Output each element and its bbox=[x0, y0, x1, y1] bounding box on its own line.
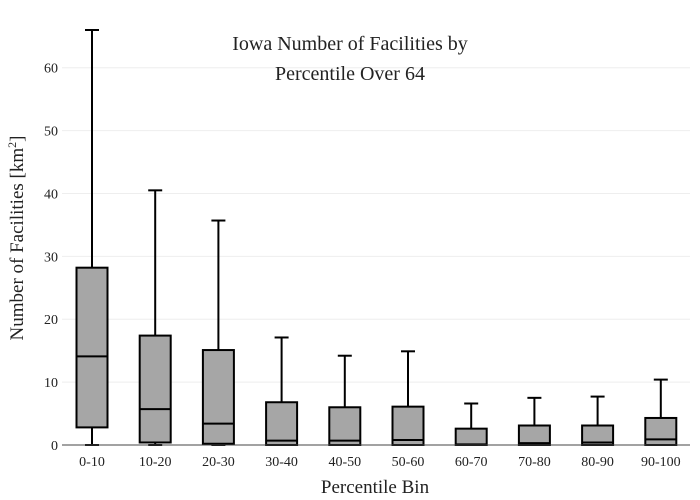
y-tick-label: 60 bbox=[44, 62, 58, 77]
box-60-70 bbox=[454, 402, 488, 447]
y-tick-label: 10 bbox=[44, 376, 58, 391]
y-tick-label: 40 bbox=[44, 187, 58, 202]
x-tick-label: 90-100 bbox=[641, 455, 681, 470]
box-10-20 bbox=[138, 189, 172, 446]
y-tick-label: 50 bbox=[44, 125, 58, 140]
y-axis-title-end: ] bbox=[7, 136, 28, 142]
y-axis-title-main: Number of Facilities [km bbox=[7, 148, 28, 341]
y-tick-label: 30 bbox=[44, 250, 58, 265]
iqr-box bbox=[328, 406, 362, 447]
x-tick-label: 60-70 bbox=[455, 455, 488, 470]
y-axis-ticks: 0 10 20 30 40 50 60 bbox=[44, 62, 58, 454]
box-20-30 bbox=[201, 219, 235, 446]
box-80-90 bbox=[581, 395, 615, 446]
x-tick-label: 30-40 bbox=[265, 455, 298, 470]
x-tick-label: 70-80 bbox=[518, 455, 551, 470]
iqr-box bbox=[138, 334, 172, 444]
iqr-box bbox=[75, 266, 109, 429]
y-axis-title-superscript: 2 bbox=[5, 142, 19, 148]
box-0-10 bbox=[75, 29, 109, 446]
x-tick-label: 10-20 bbox=[139, 455, 172, 470]
x-tick-label: 20-30 bbox=[202, 455, 235, 470]
box-70-80 bbox=[517, 396, 551, 446]
y-axis-title: Number of Facilities [km2] bbox=[5, 136, 28, 341]
iqr-box bbox=[644, 416, 678, 447]
iqr-box bbox=[265, 401, 299, 447]
y-tick-label: 20 bbox=[44, 313, 58, 328]
chart-title-line-2: Percentile Over 64 bbox=[275, 63, 425, 85]
y-tick-label: 0 bbox=[51, 439, 58, 454]
x-axis-ticks: 0-10 10-20 20-30 30-40 40-50 50-60 60-70 70-80 8… bbox=[79, 455, 680, 470]
chart-title-line-1: Iowa Number of Facilities by bbox=[232, 33, 468, 55]
iqr-box bbox=[454, 427, 488, 447]
boxes bbox=[75, 29, 678, 447]
iqr-box bbox=[201, 349, 235, 445]
box-50-60 bbox=[391, 350, 425, 447]
gridlines bbox=[62, 67, 690, 383]
iqr-box bbox=[391, 405, 425, 447]
x-tick-label: 50-60 bbox=[392, 455, 425, 470]
x-tick-label: 80-90 bbox=[581, 455, 614, 470]
x-tick-label: 0-10 bbox=[79, 455, 105, 470]
x-axis-title: Percentile Bin bbox=[321, 477, 430, 498]
box-40-50 bbox=[328, 354, 362, 447]
iqr-box bbox=[517, 424, 551, 446]
box-30-40 bbox=[265, 336, 299, 447]
box-90-100 bbox=[644, 378, 678, 447]
x-tick-label: 40-50 bbox=[328, 455, 361, 470]
